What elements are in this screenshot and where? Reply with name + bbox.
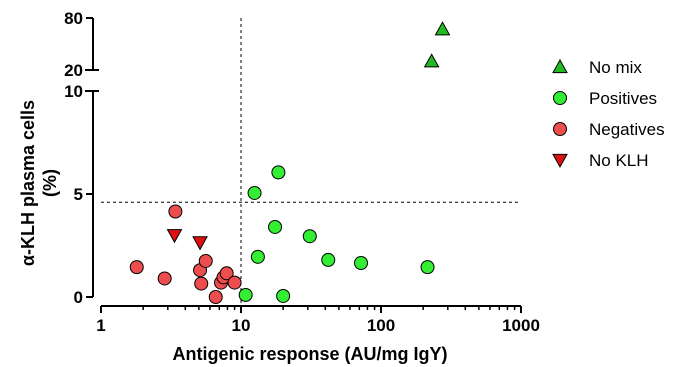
positives-point [321,252,336,267]
negatives-point [129,260,144,275]
y-tick-label: 20 [64,61,83,80]
legend-marker-no-klh [552,153,568,169]
y-tick-label: 0 [74,288,83,307]
legend-marker-no-mix [552,58,568,74]
positives-point [268,219,283,234]
plot-area [101,18,521,306]
positives-point [420,260,435,275]
legend-label-positives: Positives [589,89,657,108]
y-axis-unit: (%) [40,169,60,197]
positives-point [238,287,253,302]
positives-point [276,288,291,303]
negatives-point [208,290,223,304]
negatives-point [168,204,183,219]
legend-marker-negatives [553,122,567,136]
no-mix-point [434,21,451,36]
axes: 1 10 100 1000 0 5 10 20 80 [64,9,540,335]
positives-point [354,256,369,271]
no-klh-point [166,229,183,244]
x-tick-label: 1 [96,316,105,335]
no-mix-point [423,53,440,68]
y-tick-label: 10 [64,82,83,101]
y-tick-label: 80 [64,9,83,28]
legend-marker-positives [553,91,567,105]
negatives-point [227,275,242,290]
positives-point [247,185,262,200]
positives-point [302,229,317,244]
legend-label-no-klh: No KLH [589,151,649,170]
negatives-point [194,276,209,291]
legend-label-no-mix: No mix [589,58,642,77]
positives-point [271,165,286,180]
x-tick-label: 1000 [502,316,540,335]
x-tick-label: 100 [367,316,395,335]
positives-point [250,249,265,264]
negatives-point [219,266,234,281]
x-axis-title: Antigenic response (AU/mg IgY) [172,344,447,364]
legend-label-negatives: Negatives [589,120,665,139]
x-tick-label: 10 [232,316,251,335]
no-klh-point [192,236,208,251]
y-tick-label: 5 [74,185,83,204]
negatives-point [198,253,213,268]
y-axis-title: α-KLH plasma cells [18,100,38,266]
legend: No mix Positives Negatives No KLH [552,58,665,170]
negatives-point [157,271,172,286]
